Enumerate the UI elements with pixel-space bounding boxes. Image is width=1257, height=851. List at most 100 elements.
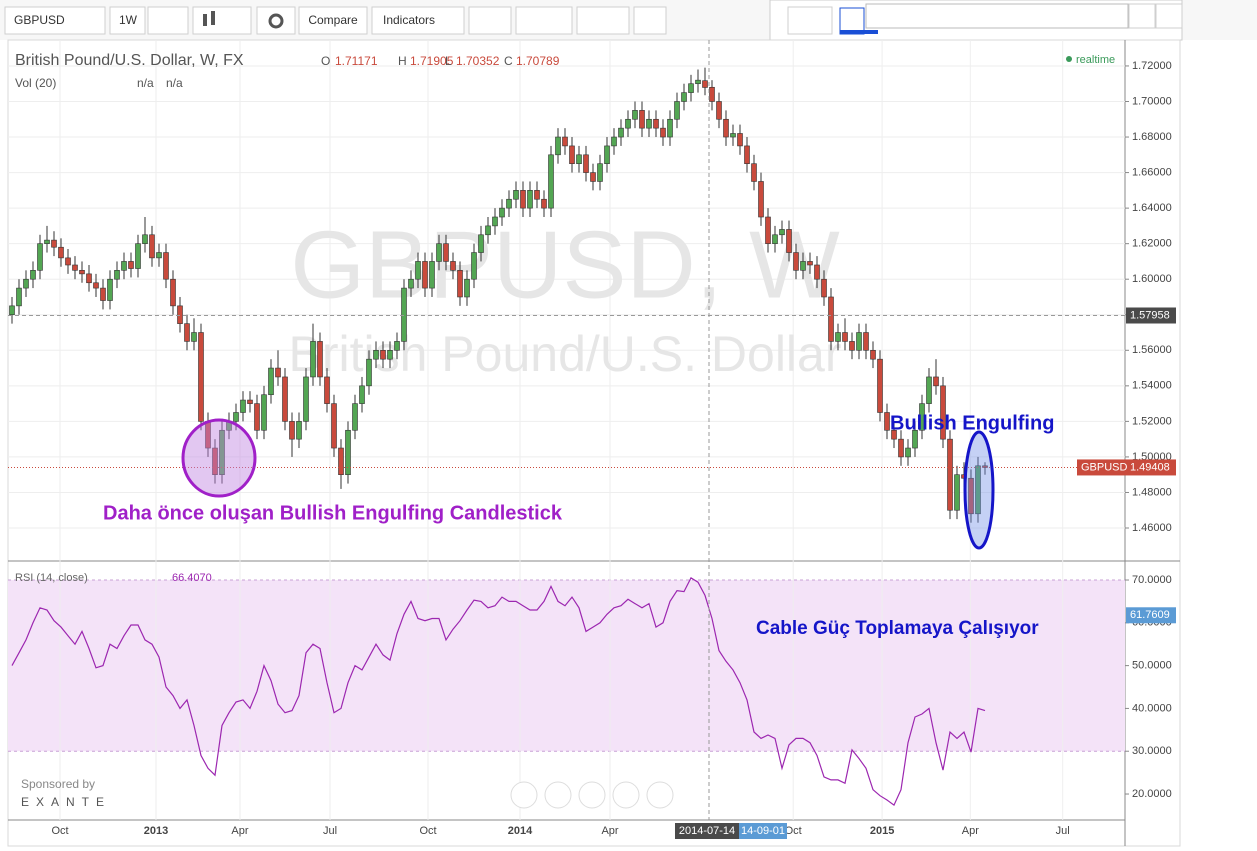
candle-body (926, 376, 932, 404)
candle-body (107, 278, 113, 301)
candle-body (912, 429, 918, 449)
x-tick-label: Oct (419, 825, 436, 837)
candle-body (835, 332, 841, 342)
candle-body (170, 278, 176, 307)
candle-body (562, 136, 568, 147)
candle-body (394, 341, 400, 351)
ideas-button[interactable] (515, 6, 573, 35)
font-button[interactable] (839, 7, 865, 35)
candle-body (653, 118, 659, 129)
crosshair-price: 1.57958 (1130, 309, 1170, 321)
realtime: realtime (1076, 54, 1115, 66)
reset[interactable] (578, 781, 606, 809)
candle-body (814, 264, 820, 280)
candle-body (429, 261, 435, 289)
undo-redo[interactable] (576, 6, 630, 35)
ohlc-value: 1.71905 (410, 54, 454, 68)
settings-button[interactable] (256, 6, 296, 35)
up-button[interactable] (1128, 3, 1156, 29)
y-tick-label: 1.68000 (1132, 131, 1172, 143)
zoom-in[interactable] (612, 781, 640, 809)
candle-body (191, 332, 197, 342)
sponsor-name[interactable]: EXANTE (21, 795, 111, 809)
candle-body (870, 349, 876, 360)
candle-body (891, 429, 897, 440)
candle-body (919, 403, 925, 431)
down-button[interactable] (1155, 3, 1183, 29)
highlight-ellipse (963, 430, 995, 550)
candle-body (282, 376, 288, 422)
candle-body (849, 341, 855, 351)
candle-body (646, 118, 652, 129)
candle-body (506, 198, 512, 209)
chart-title: British Pound/U.S. Dollar, W, FX (15, 52, 244, 69)
y-tick-label: 1.52000 (1132, 415, 1172, 427)
indicators[interactable]: Indicators (383, 13, 435, 27)
y-tick-label: 1.60000 (1132, 273, 1172, 285)
candle-body (177, 305, 183, 324)
chart-style-button[interactable] (192, 6, 252, 35)
candle-body (254, 403, 260, 431)
candle-body (142, 234, 148, 244)
search-input[interactable] (865, 3, 1129, 29)
candle-body (856, 332, 862, 351)
candle-body (443, 243, 449, 262)
panel-button[interactable] (787, 6, 833, 35)
rsi-title: RSI (14, close) (15, 572, 88, 584)
x-tick-label: 2013 (144, 825, 168, 837)
candle-body (58, 246, 64, 259)
y-tick-label: 1.62000 (1132, 238, 1172, 250)
candle-body (933, 376, 939, 387)
compare[interactable]: Compare (308, 13, 358, 27)
candle-body (79, 270, 85, 275)
fullscreen-button[interactable] (633, 6, 667, 35)
last-price: 1.49408 (1130, 461, 1170, 473)
y-tick-label: 1.46000 (1132, 522, 1172, 534)
candle-body (576, 154, 582, 164)
interval-box[interactable] (109, 6, 146, 35)
candle-body (163, 252, 169, 280)
x-tick-label: 2014 (508, 825, 533, 837)
annotation: Daha önce oluşan Bullish Engulfing Candl… (103, 502, 563, 524)
candle-body (527, 190, 533, 209)
rsi-line (11, 577, 986, 807)
zoom-out[interactable] (544, 781, 572, 809)
rsi-readout: 66.4070 (172, 572, 212, 584)
symbol-box[interactable] (4, 6, 106, 35)
candle-body (632, 110, 638, 120)
last-price-symbol: GBPUSD (1081, 461, 1128, 473)
candle-body (310, 341, 316, 378)
candle-body (709, 86, 715, 102)
scroll-left[interactable] (510, 781, 538, 809)
scroll-right[interactable] (646, 781, 674, 809)
x-tick-label: Apr (962, 825, 979, 837)
interval[interactable]: 1W (119, 13, 138, 27)
menu-button[interactable] (147, 6, 189, 35)
ohlc-letter: C (504, 54, 513, 68)
compare-button[interactable] (298, 6, 368, 35)
realtime-dot (1066, 56, 1072, 62)
candle-body (247, 399, 253, 404)
y-tick-label: 1.48000 (1132, 486, 1172, 498)
volume-value: n/a (137, 76, 154, 90)
candle-body (674, 101, 680, 120)
candle-body (786, 229, 792, 253)
rsi-band (8, 580, 1125, 752)
candle-body (415, 261, 421, 280)
candle-body (597, 163, 603, 182)
candle-body (401, 287, 407, 342)
alert-button[interactable] (468, 6, 512, 35)
candle-body (702, 80, 708, 88)
candle-body (625, 118, 631, 129)
candle-body (877, 358, 883, 413)
candle-body (982, 465, 988, 468)
date-label-bg (674, 823, 739, 839)
rsi-tick-label: 30.0000 (1132, 745, 1172, 757)
candle-body (331, 403, 337, 449)
symbol[interactable]: GBPUSD (14, 13, 65, 27)
candle-body (338, 447, 344, 475)
candle-body (520, 190, 526, 209)
candle-body (436, 243, 442, 262)
indicators-button[interactable] (371, 6, 465, 35)
